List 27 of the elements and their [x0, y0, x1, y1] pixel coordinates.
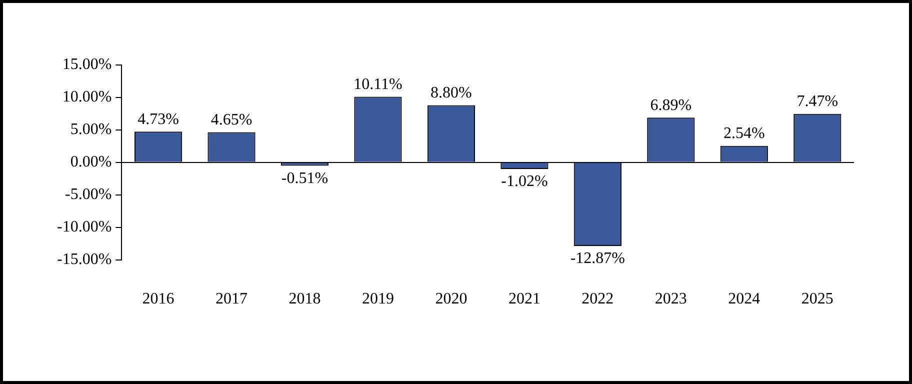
- x-tick-label: 2021: [508, 290, 540, 308]
- x-tick-label: 2023: [654, 290, 687, 308]
- x-tick-label: 2016: [142, 290, 174, 308]
- y-tick-label: 0.00%: [70, 154, 112, 171]
- data-label: 6.89%: [650, 96, 692, 114]
- x-tick-label: 2017: [216, 290, 248, 308]
- y-tick-label: 10.00%: [62, 88, 112, 106]
- data-label: 7.47%: [796, 93, 838, 110]
- x-tick-label: 2018: [288, 290, 321, 308]
- x-tick-label: 2020: [435, 290, 468, 308]
- data-label: -0.51%: [281, 170, 328, 187]
- y-tick-label: -10.00%: [57, 218, 112, 236]
- y-tick-label: 5.00%: [70, 121, 112, 138]
- y-tick-label: -15.00%: [57, 251, 112, 268]
- data-label: 2.54%: [723, 125, 765, 142]
- data-label: 10.11%: [354, 76, 402, 93]
- data-label: 8.80%: [430, 84, 472, 102]
- y-tick-label: 15.00%: [62, 56, 112, 74]
- data-label: 4.73%: [138, 110, 179, 128]
- y-tick-label: -5.00%: [65, 186, 112, 204]
- data-label: -12.87%: [570, 250, 626, 268]
- data-label: -1.02%: [501, 173, 548, 190]
- data-label: 4.65%: [210, 111, 252, 128]
- x-tick-label: 2025: [801, 290, 834, 308]
- x-tick-label: 2019: [362, 290, 394, 308]
- x-tick-label: 2024: [728, 290, 760, 308]
- x-tick-label: 2022: [582, 290, 614, 308]
